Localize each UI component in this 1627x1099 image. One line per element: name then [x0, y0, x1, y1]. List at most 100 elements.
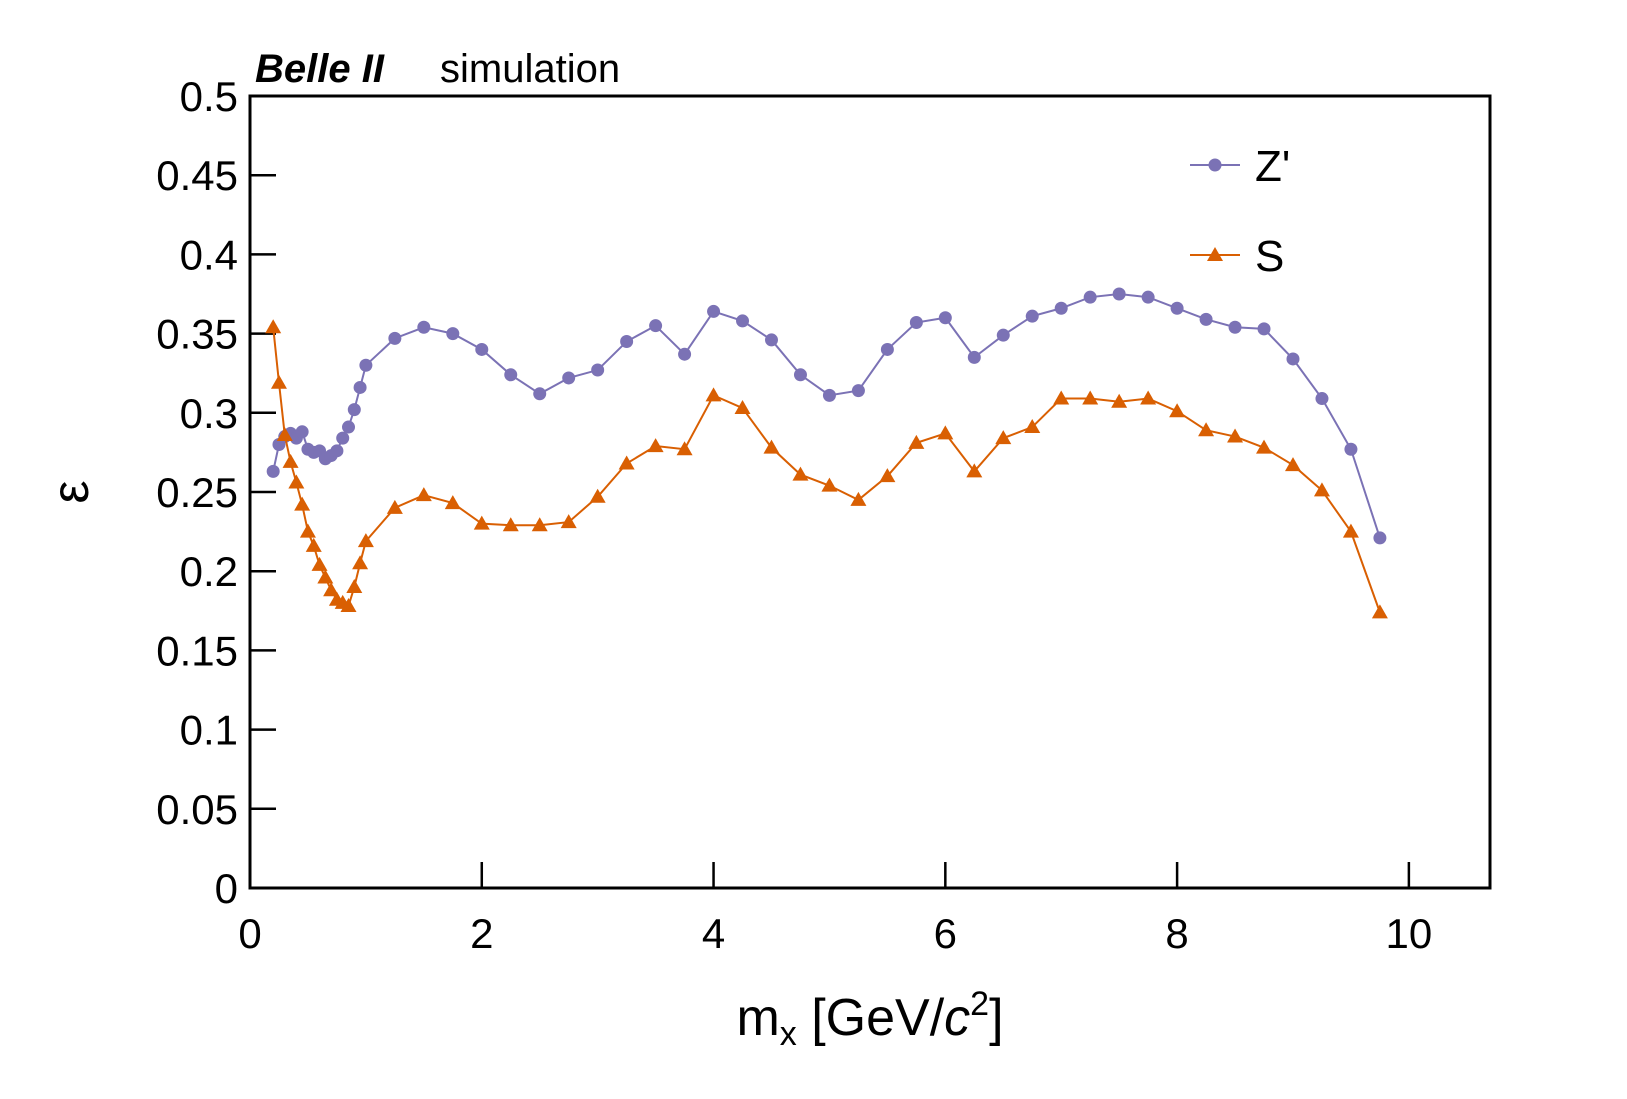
x-label-part: c	[944, 989, 970, 1047]
data-point	[851, 384, 865, 398]
data-point	[1286, 352, 1300, 366]
data-point	[793, 368, 807, 382]
data-point	[330, 444, 344, 458]
data-point	[270, 374, 287, 389]
y-tick-label: 0.45	[156, 152, 238, 199]
data-point	[1053, 390, 1070, 405]
data-point	[533, 387, 547, 401]
data-point	[1256, 439, 1273, 454]
y-tick-label: 0.3	[180, 390, 238, 437]
data-point	[531, 517, 548, 532]
data-point	[1140, 390, 1157, 405]
data-point	[995, 430, 1012, 445]
data-point	[620, 335, 634, 349]
data-point	[1227, 428, 1244, 443]
y-tick-label: 0.2	[180, 548, 238, 595]
data-point	[1082, 390, 1099, 405]
data-point	[705, 387, 722, 402]
data-point	[734, 400, 751, 415]
data-point	[502, 517, 519, 532]
data-point	[357, 533, 374, 548]
data-point	[294, 496, 311, 511]
x-tick-label: 4	[702, 910, 725, 957]
data-point	[678, 347, 692, 361]
data-point	[1315, 392, 1329, 406]
x-label-part: x	[780, 1015, 797, 1053]
x-label-part: 2	[970, 985, 989, 1023]
data-point	[282, 453, 299, 468]
data-point	[763, 439, 780, 454]
chart-subtitle: simulation	[440, 47, 620, 91]
data-point	[966, 463, 983, 478]
legend-label: Z'	[1255, 142, 1290, 191]
data-point	[647, 438, 664, 453]
y-tick-label: 0.4	[180, 231, 238, 278]
y-tick-label: 0.5	[180, 73, 238, 120]
data-point	[589, 488, 606, 503]
x-tick-label: 2	[470, 910, 493, 957]
x-tick-label: 10	[1386, 910, 1433, 957]
data-point	[908, 434, 925, 449]
data-point	[352, 555, 369, 570]
data-point	[1024, 419, 1041, 434]
data-point	[265, 319, 282, 334]
data-point	[1344, 442, 1358, 456]
x-tick-label: 6	[934, 910, 957, 957]
data-point	[288, 474, 305, 489]
x-tick-label: 0	[238, 910, 261, 957]
data-point	[707, 304, 721, 318]
data-point	[792, 466, 809, 481]
data-point	[446, 327, 460, 341]
data-point	[342, 420, 356, 434]
data-point	[1054, 301, 1068, 315]
data-point	[386, 499, 403, 514]
x-label-part: m	[736, 989, 779, 1047]
data-point	[1111, 393, 1128, 408]
data-point	[417, 320, 431, 334]
data-point	[938, 311, 952, 325]
data-point	[618, 455, 635, 470]
data-point	[353, 380, 367, 394]
data-point	[1112, 287, 1126, 301]
legend-marker	[1208, 158, 1222, 172]
data-point	[1199, 312, 1213, 326]
data-point	[359, 358, 373, 372]
data-point	[850, 491, 867, 506]
data-point	[317, 569, 334, 584]
data-point	[562, 371, 576, 385]
data-point	[937, 425, 954, 440]
data-point	[676, 441, 693, 456]
data-point	[299, 523, 316, 538]
data-point	[1170, 301, 1184, 315]
data-point	[821, 477, 838, 492]
data-point	[473, 515, 490, 530]
data-point	[1228, 320, 1242, 334]
series-line	[272, 292, 1381, 539]
data-point	[1371, 604, 1388, 619]
data-point	[1083, 290, 1097, 304]
data-point	[1257, 322, 1271, 336]
data-point	[415, 487, 432, 502]
data-point	[336, 431, 350, 445]
data-point	[295, 425, 309, 439]
data-point	[305, 537, 322, 552]
data-point	[880, 342, 894, 356]
data-point	[1313, 482, 1330, 497]
data-point	[444, 495, 461, 510]
y-axis-label: ε	[42, 480, 100, 503]
data-point	[323, 582, 340, 597]
data-point	[276, 426, 293, 441]
y-tick-label: 0	[215, 865, 238, 912]
data-point	[388, 331, 402, 345]
data-point	[347, 403, 361, 417]
y-tick-label: 0.05	[156, 786, 238, 833]
data-point	[1198, 422, 1215, 437]
chart-title: Belle II	[255, 47, 385, 91]
x-tick-label: 8	[1165, 910, 1188, 957]
data-point	[560, 514, 577, 529]
data-point	[1141, 290, 1155, 304]
y-tick-label: 0.25	[156, 469, 238, 516]
data-point	[1169, 403, 1186, 418]
x-axis-label: mx [GeV/c2]	[736, 985, 1003, 1053]
